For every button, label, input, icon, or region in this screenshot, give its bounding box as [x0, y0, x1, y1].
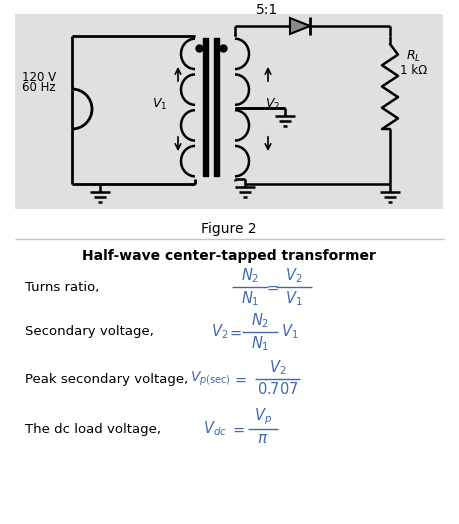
Text: $\mathit{V}_2$: $\mathit{V}_2$ [265, 96, 280, 112]
Text: Secondary voltage,: Secondary voltage, [25, 325, 154, 339]
Text: $V_1$: $V_1$ [281, 323, 299, 341]
Text: $=$: $=$ [232, 372, 248, 387]
Text: $=$: $=$ [264, 279, 280, 294]
Text: Figure 2: Figure 2 [201, 222, 257, 236]
Text: $N_2$: $N_2$ [241, 266, 259, 285]
Text: The dc load voltage,: The dc load voltage, [25, 422, 161, 435]
Bar [15, 14, 443, 209]
Text: Half-wave center-tapped transformer: Half-wave center-tapped transformer [82, 249, 376, 263]
Text: 5:1: 5:1 [257, 3, 279, 17]
Text: $=$: $=$ [227, 324, 243, 340]
Text: Peak secondary voltage,: Peak secondary voltage, [25, 373, 188, 386]
Text: $V_1$: $V_1$ [285, 289, 303, 308]
Text: 1 kΩ: 1 kΩ [400, 64, 427, 77]
Text: $V_p$: $V_p$ [254, 407, 272, 427]
Text: $V_2$: $V_2$ [269, 358, 287, 377]
Text: $\pi$: $\pi$ [257, 431, 269, 446]
Text: $V_{dc}$: $V_{dc}$ [203, 420, 227, 439]
Text: 120 V: 120 V [22, 71, 56, 84]
Text: $V_{p(\mathrm{sec})}$: $V_{p(\mathrm{sec})}$ [190, 370, 230, 388]
Text: $N_1$: $N_1$ [241, 289, 259, 308]
Text: $N_2$: $N_2$ [251, 311, 269, 330]
Text: Turns ratio,: Turns ratio, [25, 280, 100, 293]
Polygon shape [290, 18, 310, 34]
Text: $N_1$: $N_1$ [251, 334, 269, 353]
Text: $=$: $=$ [230, 421, 246, 436]
Text: $V_2$: $V_2$ [285, 266, 302, 285]
Text: $R_L$: $R_L$ [406, 49, 421, 64]
Text: $V_2$: $V_2$ [211, 323, 229, 341]
Text: $0.707$: $0.707$ [257, 381, 299, 397]
Text: $\mathit{V}_1$: $\mathit{V}_1$ [152, 96, 168, 112]
Text: 60 Hz: 60 Hz [22, 81, 56, 94]
